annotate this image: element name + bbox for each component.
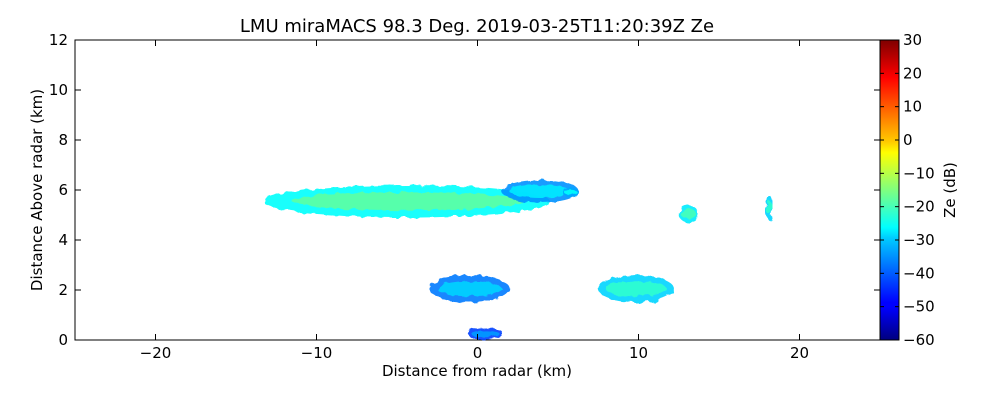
x-axis-ticks: −20 −10 0 10 20 <box>140 40 809 362</box>
y-tick-label: 0 <box>58 331 68 349</box>
echo-layer <box>263 180 773 340</box>
y-tick-label: 4 <box>58 231 68 249</box>
colorbar-label: Ze (dB) <box>941 162 959 218</box>
chart-title: LMU miraMACS 98.3 Deg. 2019-03-25T11:20:… <box>240 16 714 37</box>
y-tick-label: 10 <box>49 81 68 99</box>
echo-main-cloud-layer <box>263 185 550 218</box>
colorbar-tick-label: 0 <box>903 131 913 149</box>
colorbar-tick-label: −20 <box>903 198 935 216</box>
y-axis-label: Distance Above radar (km) <box>28 89 46 291</box>
echo-near-ground-clutter <box>467 327 504 340</box>
colorbar-tick-label: 20 <box>903 64 922 82</box>
plot-area: −20 −10 0 10 20 0 2 4 6 8 10 12 <box>49 31 881 362</box>
colorbar-tick-label: 30 <box>903 31 922 49</box>
y-axis-ticks: 0 2 4 6 8 10 12 <box>49 31 880 349</box>
colorbar-tick-label: −40 <box>903 264 935 282</box>
x-tick-label: 0 <box>473 344 483 362</box>
colorbar-ticks: −60 −50 −40 −30 −20 −10 0 10 20 30 <box>880 31 935 349</box>
x-tick-label: 20 <box>790 344 809 362</box>
echo-low-cloud-right <box>598 275 674 303</box>
colorbar-tick-label: −50 <box>903 298 935 316</box>
y-tick-label: 6 <box>58 181 68 199</box>
colorbar: −60 −50 −40 −30 −20 −10 0 10 20 30 Ze (dB) <box>879 31 959 349</box>
colorbar-tick-label: −60 <box>903 331 935 349</box>
y-tick-label: 12 <box>49 31 68 49</box>
echo-small-cell-6km <box>562 187 579 198</box>
x-axis-label: Distance from radar (km) <box>382 362 572 380</box>
echo-streak-13km <box>678 205 699 223</box>
colorbar-tick-label: −30 <box>903 231 935 249</box>
echo-low-cloud <box>429 275 510 303</box>
echo-streak-18km <box>765 195 773 220</box>
x-tick-label: −10 <box>301 344 333 362</box>
y-tick-label: 2 <box>58 281 68 299</box>
x-tick-label: 10 <box>629 344 648 362</box>
colorbar-tick-label: −10 <box>903 164 935 182</box>
colorbar-gradient <box>879 39 900 341</box>
colorbar-tick-label: 10 <box>903 98 922 116</box>
echo-layer-tail <box>501 180 579 203</box>
x-tick-label: −20 <box>140 344 172 362</box>
y-tick-label: 8 <box>58 131 68 149</box>
